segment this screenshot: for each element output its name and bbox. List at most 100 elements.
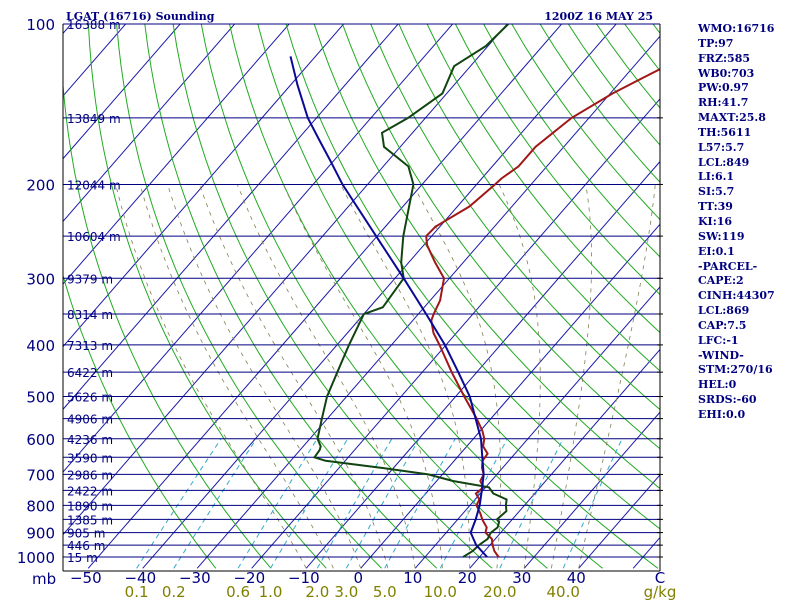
height-level-label: 4236 m (67, 433, 113, 447)
axes (62, 24, 663, 572)
pressure-label: 700 (26, 466, 55, 484)
mixing-ratio-line (562, 438, 623, 569)
mixing-ratio-label: 0.2 (162, 583, 186, 600)
mixing-ratio-label: 2.0 (305, 583, 329, 600)
isotherm-line (469, 348, 660, 569)
sounding-index-item: KI:16 (698, 214, 733, 228)
mixing-ratio-label: 0.1 (125, 583, 149, 600)
sounding-index-item: RH:41.7 (698, 96, 749, 110)
isotherm-line (63, 24, 345, 348)
mixing-ratio-line (345, 438, 420, 569)
isotherm-line (87, 24, 563, 569)
temperature-tick-label: 30 (512, 569, 531, 587)
sounding-index-item: CAP:7.5 (698, 318, 747, 332)
mixing-ratio-label: 10.0 (424, 583, 457, 600)
temperature-tick-label: −10 (288, 569, 320, 587)
mixing-ratio-line (237, 438, 318, 569)
sounding-index-item: L57:5.7 (698, 140, 745, 154)
pressure-label: 300 (26, 270, 55, 288)
pressure-label: 900 (26, 525, 55, 543)
mixing-ratio-line (173, 438, 257, 569)
isotherm-line (63, 24, 181, 160)
height-level-label: 8314 m (67, 308, 113, 322)
mixing-ratio-line (136, 438, 222, 569)
moist-adiabat-line (139, 184, 334, 569)
height-level-label: 6422 m (67, 366, 113, 380)
dry-adiabat-line (63, 273, 217, 569)
moist-adiabat-line (167, 184, 362, 569)
sounding-series (289, 24, 660, 558)
sounding-index-item: FRZ:585 (698, 51, 751, 65)
sounding-index-item: EHI:0.0 (698, 407, 746, 421)
pressure-unit-label: mb (32, 570, 56, 588)
sounding-index-item: LFC:-1 (698, 333, 739, 347)
isotherm-line (578, 474, 660, 569)
pressure-label: 500 (26, 389, 55, 407)
sounding-index-item: MAXT:25.8 (698, 111, 766, 125)
sounding-indices-list: WMO:16716 TP:97 FRZ:585 WB0:703 PW:0.97 RH:41… (698, 22, 798, 423)
pressure-label: 600 (26, 431, 55, 449)
mixing-ratio-label: 20.0 (483, 583, 516, 600)
chart-timestamp: 1200Z 16 MAY 25 (544, 10, 653, 23)
sounding-index-item: CINH:44307 (698, 289, 775, 303)
moist-adiabat-line (236, 184, 416, 569)
mixing-ratio-label: 5.0 (373, 583, 397, 600)
mixing-ratio-line (439, 438, 508, 569)
sounding-index-item: -PARCEL- (698, 259, 758, 273)
height-level-label: 2422 m (67, 484, 113, 498)
moist-adiabat-line (498, 184, 541, 569)
sounding-index-item: WB0:703 (698, 66, 755, 80)
sounding-index-item: CAPE:2 (698, 274, 744, 288)
sounding-index-item: PW:0.97 (698, 81, 749, 95)
temperature-tick-label: 10 (403, 569, 422, 587)
moist-adiabats (115, 184, 656, 569)
mixing-ratio-label: 1.0 (259, 583, 283, 600)
moist-adiabat-line (340, 184, 471, 569)
pressure-label: 800 (26, 497, 55, 515)
isotherm-line (196, 35, 660, 569)
mixing-ratio-unit-label: g/kg (644, 583, 677, 600)
temperature-tick-label: −20 (233, 569, 265, 587)
sounding-index-item: TT:39 (698, 200, 733, 214)
sounding-index-item: SW:119 (698, 229, 745, 243)
isotherm-line (63, 24, 236, 223)
dewpoint-profile-line (312, 24, 510, 558)
height-level-label: 15 m (67, 551, 98, 565)
mixing-ratio-line (384, 438, 456, 569)
isotherm-line (63, 24, 508, 536)
chart-title: LGAT (16716) Sounding (66, 10, 215, 23)
temperature-profile-line (425, 67, 660, 558)
sounding-index-item: SI:5.7 (698, 185, 735, 199)
sounding-index-item: EI:0.1 (698, 244, 735, 258)
height-level-label: 10604 m (67, 230, 121, 244)
height-level-label: 1890 m (67, 499, 113, 513)
sounding-index-item: LCL:849 (698, 155, 750, 169)
temperature-tick-label: −30 (179, 569, 211, 587)
temperature-tick-label: 40 (567, 569, 586, 587)
isotherm-line (63, 24, 290, 285)
pressure-label: 1000 (17, 549, 55, 567)
isobars (63, 23, 660, 558)
isotherm-line (63, 24, 454, 473)
moist-adiabat-line (412, 184, 502, 569)
height-level-label: 13849 m (67, 112, 121, 126)
temperature-tick-label: 20 (458, 569, 477, 587)
height-level-label: 12044 m (67, 178, 121, 192)
sounding-index-item: LI:6.1 (698, 170, 735, 184)
temperature-tick-label: −40 (124, 569, 156, 587)
height-level-label: 9379 m (67, 272, 113, 286)
height-level-label: 4906 m (67, 413, 113, 427)
sounding-index-item: HEL:0 (698, 378, 737, 392)
sounding-index-item: SRDS:-60 (698, 393, 757, 407)
height-level-label: 3590 m (67, 451, 113, 465)
isotherm-line (360, 223, 660, 569)
height-level-label: 7313 m (67, 339, 113, 353)
pressure-label: 200 (26, 176, 55, 194)
sounding-index-item: TH:5611 (698, 125, 752, 139)
mixing-ratio-line (270, 438, 349, 569)
height-level-label: 905 m (67, 527, 105, 541)
